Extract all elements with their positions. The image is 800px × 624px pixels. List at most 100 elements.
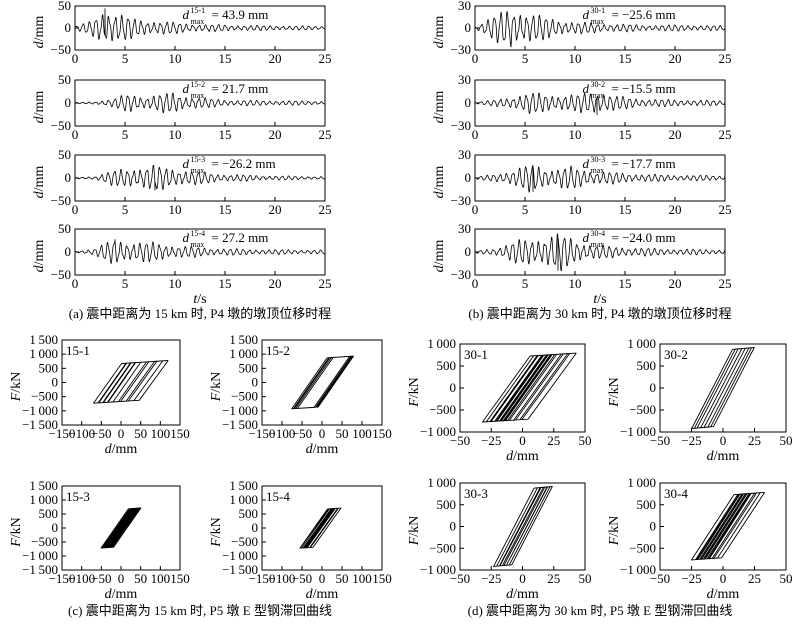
series-line-a4 [75, 239, 325, 264]
series-line-a1 [75, 8, 325, 42]
x-axis-label: t/s [193, 292, 206, 307]
series-line-b3 [475, 164, 725, 193]
caption-c: (c) 震中距离为 15 km 时, P5 墩 E 型钢滞回曲线 [68, 603, 332, 618]
y-tick-label: 0 [465, 170, 472, 185]
svg-text:max: max [591, 240, 605, 249]
y-tick-label: −1 000 [22, 548, 58, 563]
y-tick-label: 1 000 [229, 346, 258, 361]
y-tick-label: 0 [65, 244, 72, 259]
y-tick-label: 0 [252, 375, 259, 390]
x-tick-label: 50 [780, 571, 793, 586]
svg-text:15-2: 15-2 [191, 80, 206, 89]
y-tick-label: −1 500 [22, 417, 58, 432]
x-tick-label: 50 [336, 426, 349, 441]
x-tick-label: 10 [569, 202, 582, 217]
y-tick-label: −30 [451, 193, 471, 208]
x-tick-label: 25 [319, 51, 332, 66]
svg-text:max: max [191, 17, 205, 26]
panel-tag: 30-1 [464, 347, 488, 362]
x-tick-label: −50 [650, 433, 670, 448]
y-tick-label: 0 [65, 170, 72, 185]
y-tick-label: −50 [51, 193, 71, 208]
x-tick-label: 100 [352, 571, 372, 586]
y-axis-label: d/mm [32, 16, 47, 49]
hysteresis-curve-d1 [482, 352, 577, 423]
y-axis-label: d/mm [32, 91, 47, 124]
y-axis-label: F/kN [209, 372, 224, 403]
series-line-b4 [475, 233, 725, 272]
x-tick-label: 10 [169, 51, 182, 66]
x-tick-label: 0 [720, 433, 727, 448]
x-tick-label: 0 [72, 127, 79, 142]
y-axis-label: F/kN [607, 516, 622, 547]
y-tick-label: −1 500 [222, 417, 258, 432]
x-tick-label: 15 [219, 127, 232, 142]
x-tick-label: 5 [122, 127, 129, 142]
x-tick-label: −50 [650, 571, 670, 586]
svg-text:= 43.9 mm: = 43.9 mm [212, 7, 269, 22]
x-tick-label: −100 [68, 571, 95, 586]
svg-text:30-2: 30-2 [591, 80, 606, 89]
x-tick-label: 25 [547, 571, 560, 586]
x-tick-label: 5 [122, 51, 129, 66]
svg-text:max: max [191, 166, 205, 175]
svg-text:d: d [183, 230, 190, 245]
hysteresis-curve-c1 [93, 360, 169, 404]
x-tick-label: 25 [719, 202, 732, 217]
y-tick-label: 0 [650, 519, 657, 534]
y-tick-label: 50 [58, 147, 71, 162]
x-tick-label: 5 [122, 202, 129, 217]
y-tick-label: −30 [451, 42, 471, 57]
x-tick-label: 20 [669, 202, 682, 217]
y-axis-label: d/mm [432, 240, 447, 273]
peak-annotation: d 15-2 max = 21.7 mm [183, 80, 269, 100]
x-tick-label: 0 [72, 276, 79, 291]
x-tick-label: 15 [619, 127, 632, 142]
y-tick-label: 0 [52, 520, 59, 535]
x-tick-label: −150 [249, 571, 276, 586]
x-tick-label: −150 [49, 571, 76, 586]
x-axis-label: d/mm [306, 587, 339, 602]
y-tick-label: −30 [451, 118, 471, 133]
x-tick-label: 100 [151, 426, 171, 441]
y-axis-label: F/kN [9, 517, 24, 548]
y-tick-label: 30 [458, 0, 471, 13]
x-axis-label: d/mm [506, 449, 539, 464]
panel-tag: 15-3 [66, 489, 90, 504]
svg-text:15-1: 15-1 [191, 6, 206, 15]
x-tick-label: 25 [748, 433, 761, 448]
svg-text:max: max [191, 240, 205, 249]
y-tick-label: −1 000 [222, 403, 258, 418]
x-tick-label: 0 [720, 571, 727, 586]
x-tick-label: 25 [719, 127, 732, 142]
x-tick-label: 100 [151, 571, 171, 586]
x-tick-label: −50 [450, 571, 470, 586]
y-tick-label: 1 500 [29, 478, 58, 493]
svg-text:30-4: 30-4 [591, 229, 606, 238]
y-tick-label: 1 500 [229, 332, 258, 347]
peak-annotation: d 30-3 max = −17.7 mm [583, 155, 676, 175]
y-tick-label: 500 [637, 358, 657, 373]
x-tick-label: 0 [319, 571, 326, 586]
x-tick-label: −50 [450, 433, 470, 448]
panel-tag: 15-1 [66, 343, 90, 358]
y-tick-label: −500 [629, 540, 656, 555]
y-tick-label: 0 [252, 520, 259, 535]
y-tick-label: −500 [429, 540, 456, 555]
y-tick-label: 1 000 [229, 492, 258, 507]
x-tick-label: 5 [522, 127, 529, 142]
x-tick-label: 0 [72, 202, 79, 217]
y-tick-label: −50 [51, 267, 71, 282]
x-tick-label: 25 [719, 51, 732, 66]
x-axis-label: t/s [593, 292, 606, 307]
y-tick-label: 1 500 [229, 478, 258, 493]
y-tick-label: 500 [437, 497, 457, 512]
hysteresis-curve-c4 [299, 507, 342, 549]
x-tick-label: 0 [118, 426, 125, 441]
caption-d: (d) 震中距离为 30 km 时, P5 墩 E 型钢滞回曲线 [468, 603, 733, 618]
x-tick-label: 25 [319, 276, 332, 291]
y-axis-label: F/kN [407, 516, 422, 547]
svg-text:= −17.7 mm: = −17.7 mm [612, 156, 676, 171]
